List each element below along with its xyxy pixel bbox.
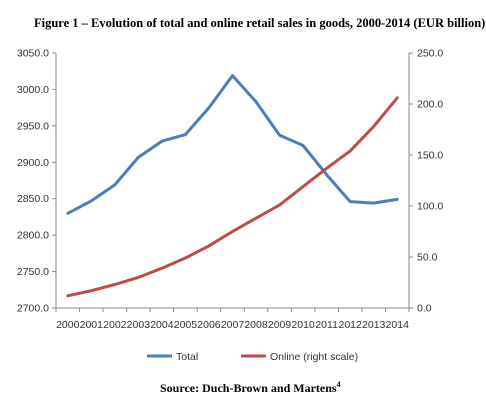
y-left-tick-label: 3050.0 (17, 48, 49, 60)
x-tick-label: 2010 (291, 319, 315, 331)
data-point-online (325, 167, 328, 170)
legend-label: Total (176, 351, 198, 363)
y-left-tick-label: 2900.0 (17, 157, 49, 169)
data-point-total (396, 198, 399, 201)
y-left-tick-label: 2700.0 (17, 303, 49, 315)
data-point-total (372, 202, 375, 205)
data-point-total (302, 144, 305, 147)
data-point-online (207, 244, 210, 247)
y-right-tick-label: 0.0 (417, 303, 432, 315)
chart-title: Figure 1 – Evolution of total and online… (34, 16, 485, 30)
data-point-total (184, 133, 187, 136)
x-tick-label: 2005 (174, 319, 198, 331)
chart-source: Source: Duch-Brown and Martens4 (160, 380, 341, 395)
y-right-tick-label: 250.0 (417, 48, 443, 60)
data-point-online (349, 149, 352, 152)
data-point-online (90, 289, 93, 292)
series-lines (66, 74, 399, 298)
data-point-online (137, 276, 140, 279)
x-tick-label: 2013 (362, 319, 386, 331)
data-point-online (396, 96, 399, 99)
data-point-online (184, 257, 187, 260)
data-point-online (160, 267, 163, 270)
data-point-total (231, 74, 234, 77)
data-point-online (255, 217, 258, 220)
data-point-total (278, 134, 281, 137)
data-point-total (207, 106, 210, 109)
y-left-tick-label: 2850.0 (17, 193, 49, 205)
x-tick-label: 2009 (268, 319, 292, 331)
y-right-tick-label: 50.0 (417, 252, 438, 264)
y-left-tick-label: 2950.0 (17, 120, 49, 132)
data-point-online (113, 283, 116, 286)
data-point-total (113, 183, 116, 186)
y-right-tick-label: 100.0 (417, 201, 443, 213)
data-point-online (278, 203, 281, 206)
data-point-online (302, 185, 305, 188)
source-text: Source: Duch-Brown and Martens (160, 381, 337, 395)
data-point-online (372, 125, 375, 128)
data-point-total (90, 199, 93, 202)
y-left-tick-label: 2800.0 (17, 230, 49, 242)
x-tick-label: 2000 (56, 319, 80, 331)
x-tick-label: 2011 (315, 319, 338, 331)
legend: Total Online (right scale) (147, 351, 358, 363)
x-tick-label: 2002 (103, 319, 127, 331)
data-point-online (231, 230, 234, 233)
data-point-total (160, 140, 163, 143)
y-right-tick-label: 150.0 (417, 150, 443, 162)
x-tick-label: 2001 (80, 319, 104, 331)
source-superscript: 4 (337, 380, 341, 389)
series-line-online (66, 96, 399, 298)
y-left-tick-label: 3000.0 (17, 84, 49, 96)
x-tick-label: 2008 (244, 319, 268, 331)
x-tick-label: 2003 (127, 319, 151, 331)
x-tick-label: 2004 (150, 319, 174, 331)
data-point-total (349, 200, 352, 203)
x-tick-label: 2014 (386, 319, 410, 331)
y-right-tick-label: 200.0 (417, 99, 443, 111)
data-point-total (66, 212, 69, 215)
data-point-total (137, 156, 140, 159)
data-point-total (255, 100, 258, 103)
axes: 3050.0 3000.0 2950.0 2900.0 2850.0 2800.0 2750… (17, 48, 444, 332)
x-tick-label: 2006 (197, 319, 221, 331)
x-tick-label: 2007 (221, 319, 245, 331)
data-point-total (325, 173, 328, 176)
y-left-tick-label: 2750.0 (17, 266, 49, 278)
data-point-online (66, 294, 69, 297)
legend-label: Online (right scale) (270, 351, 358, 363)
x-tick-label: 2012 (338, 319, 362, 331)
series-line-total (66, 74, 399, 215)
